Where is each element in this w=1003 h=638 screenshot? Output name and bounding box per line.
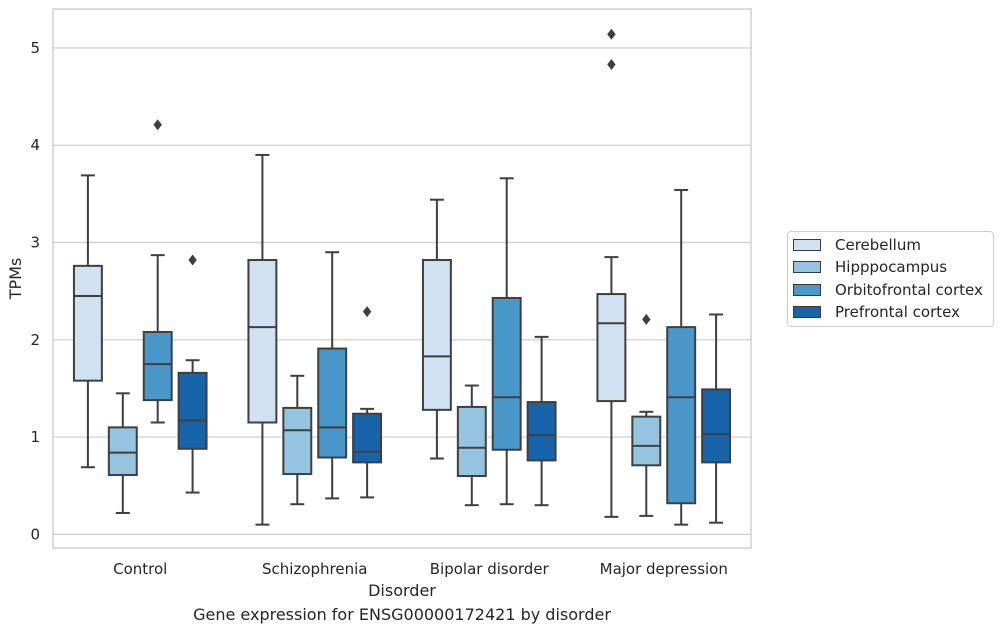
box-hipppocampus xyxy=(107,426,138,477)
box-prefrontal-cortex xyxy=(177,371,208,450)
outlier-point-hipppocampus xyxy=(642,313,651,325)
y-tick-label: 0 xyxy=(30,525,40,543)
plot-frame xyxy=(52,8,752,549)
box-orbitofrontal-cortex xyxy=(142,331,173,402)
outlier-point-cerebellum xyxy=(607,28,616,40)
x-tick-label: Bipolar disorder xyxy=(430,560,550,578)
legend-swatch-prefrontal-cortex xyxy=(793,306,821,318)
legend-item-hipppocampus: Hipppocampus xyxy=(793,256,947,278)
box-cerebellum xyxy=(421,259,452,411)
legend-item-prefrontal-cortex: Prefrontal cortex xyxy=(793,301,960,323)
outlier-point-cerebellum xyxy=(607,58,616,70)
box-orbitofrontal-cortex xyxy=(666,326,697,505)
legend-swatch-hipppocampus xyxy=(793,261,821,273)
x-tick-label: Major depression xyxy=(600,560,728,578)
x-tick-label: Schizophrenia xyxy=(262,560,367,578)
legend-swatch-cerebellum xyxy=(793,239,821,251)
y-axis-label: TPMs xyxy=(6,258,25,301)
legend-label-hipppocampus: Hipppocampus xyxy=(835,258,948,276)
box-cerebellum xyxy=(72,264,103,382)
box-prefrontal-cortex xyxy=(526,401,557,462)
box-hipppocampus xyxy=(282,406,313,476)
y-tick-label: 4 xyxy=(30,136,40,154)
outlier-point-orbitofrontal-cortex xyxy=(153,119,162,131)
legend-label-orbitofrontal-cortex: Orbitofrontal cortex xyxy=(835,281,983,299)
x-axis-label: Disorder xyxy=(368,581,436,600)
legend-swatch-orbitofrontal-cortex xyxy=(793,284,821,296)
y-tick-label: 5 xyxy=(30,39,40,57)
legend-item-orbitofrontal-cortex: Orbitofrontal cortex xyxy=(793,279,983,301)
box-hipppocampus xyxy=(456,405,487,478)
legend-label-prefrontal-cortex: Prefrontal cortex xyxy=(835,303,960,321)
box-cerebellum xyxy=(247,259,278,424)
outlier-point-prefrontal-cortex xyxy=(188,254,197,266)
box-prefrontal-cortex xyxy=(701,388,732,464)
figure-caption: Gene expression for ENSG00000172421 by d… xyxy=(193,605,611,624)
legend-label-cerebellum: Cerebellum xyxy=(835,236,921,254)
legend-item-cerebellum: Cerebellum xyxy=(793,234,921,256)
legend: Cerebellum Hipppocampus Orbitofrontal co… xyxy=(787,231,994,327)
box-cerebellum xyxy=(596,293,627,403)
box-orbitofrontal-cortex xyxy=(491,296,522,451)
outlier-point-prefrontal-cortex xyxy=(362,306,372,318)
x-tick-label: Control xyxy=(113,560,167,578)
box-prefrontal-cortex xyxy=(352,412,383,464)
y-tick-label: 2 xyxy=(30,331,40,349)
y-tick-label: 3 xyxy=(30,234,40,252)
box-hipppocampus xyxy=(631,415,662,467)
box-orbitofrontal-cortex xyxy=(317,347,348,459)
y-tick-label: 1 xyxy=(30,428,40,446)
